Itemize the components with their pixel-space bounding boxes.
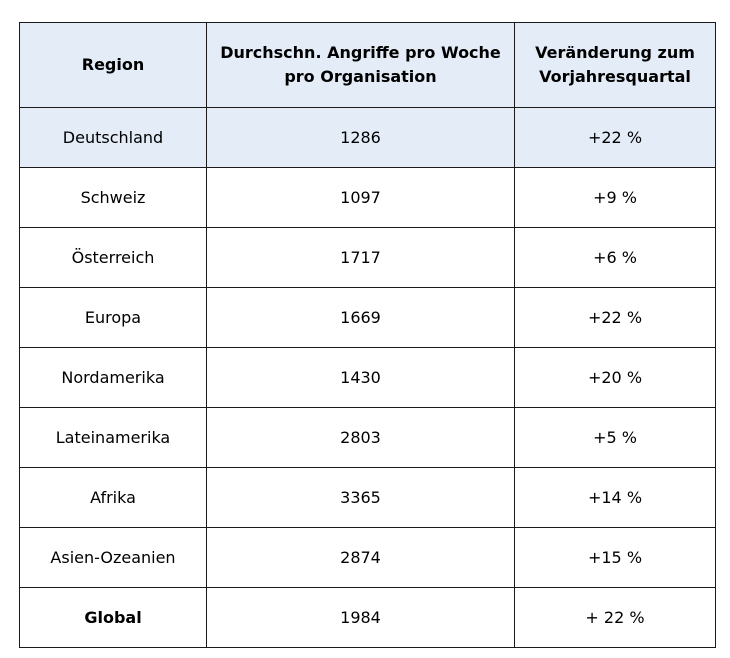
attacks-cell: 1717 (206, 227, 515, 288)
table-row-global: Global 1984 + 22 % (19, 587, 716, 648)
region-cell: Asien-Ozeanien (19, 527, 207, 588)
region-cell: Lateinamerika (19, 407, 207, 468)
table-row-asien-ozeanien: Asien-Ozeanien 2874 +15 % (19, 527, 716, 588)
header-attacks: Durchschn. Angriffe pro Woche pro Organi… (206, 22, 515, 108)
attacks-cell: 1286 (206, 107, 515, 168)
change-cell: + 22 % (514, 587, 716, 648)
attacks-cell: 2874 (206, 527, 515, 588)
region-cell: Global (19, 587, 207, 648)
change-cell: +20 % (514, 347, 716, 408)
table-row-oesterreich: Österreich 1717 +6 % (19, 227, 716, 288)
attacks-table: Region Durchschn. Angriffe pro Woche pro… (19, 22, 716, 648)
table-header-row: Region Durchschn. Angriffe pro Woche pro… (19, 22, 716, 108)
table-row-afrika: Afrika 3365 +14 % (19, 467, 716, 528)
attacks-table-container: Region Durchschn. Angriffe pro Woche pro… (19, 22, 716, 648)
change-cell: +22 % (514, 287, 716, 348)
change-cell: +15 % (514, 527, 716, 588)
region-cell: Österreich (19, 227, 207, 288)
table-row-lateinamerika: Lateinamerika 2803 +5 % (19, 407, 716, 468)
attacks-cell: 1430 (206, 347, 515, 408)
table-row-deutschland: Deutschland 1286 +22 % (19, 107, 716, 168)
change-cell: +22 % (514, 107, 716, 168)
change-cell: +9 % (514, 167, 716, 228)
table-row-europa: Europa 1669 +22 % (19, 287, 716, 348)
attacks-cell: 1984 (206, 587, 515, 648)
region-cell: Schweiz (19, 167, 207, 228)
header-region: Region (19, 22, 207, 108)
table-row-nordamerika: Nordamerika 1430 +20 % (19, 347, 716, 408)
change-cell: +5 % (514, 407, 716, 468)
region-cell: Afrika (19, 467, 207, 528)
attacks-cell: 1097 (206, 167, 515, 228)
change-cell: +14 % (514, 467, 716, 528)
header-change: Veränderung zum Vorjahresquartal (514, 22, 716, 108)
attacks-cell: 3365 (206, 467, 515, 528)
attacks-cell: 2803 (206, 407, 515, 468)
change-cell: +6 % (514, 227, 716, 288)
table-row-schweiz: Schweiz 1097 +9 % (19, 167, 716, 228)
region-cell: Europa (19, 287, 207, 348)
region-cell: Deutschland (19, 107, 207, 168)
attacks-cell: 1669 (206, 287, 515, 348)
region-cell: Nordamerika (19, 347, 207, 408)
